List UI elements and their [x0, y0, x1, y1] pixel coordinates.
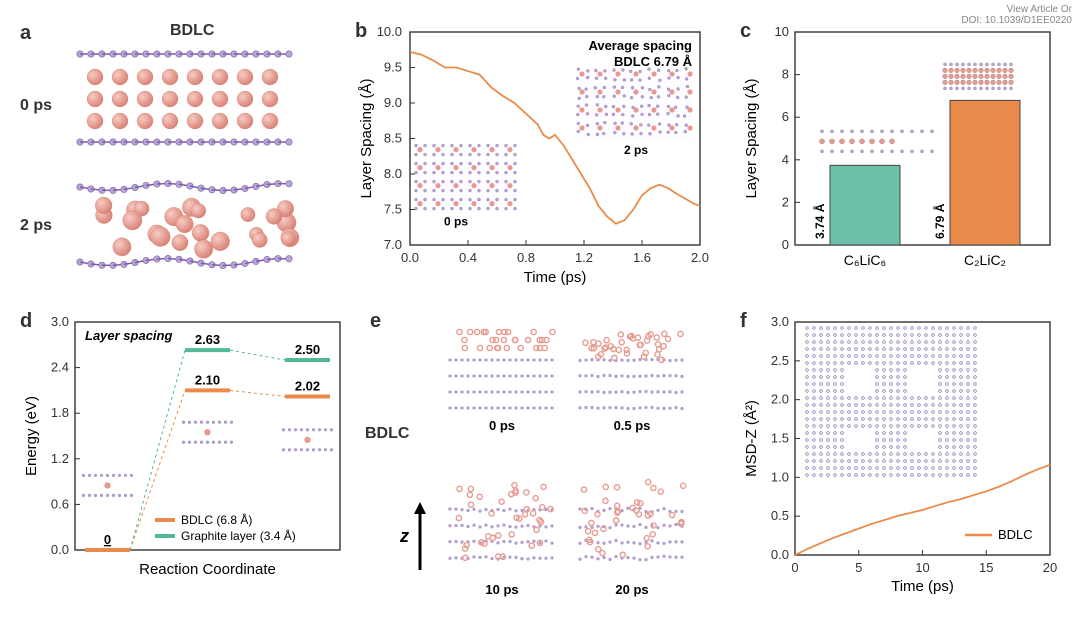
svg-text:6.79 Å: 6.79 Å — [932, 203, 947, 239]
svg-text:9.5: 9.5 — [384, 60, 402, 75]
svg-text:Layer Spacing (Å): Layer Spacing (Å) — [743, 78, 760, 198]
svg-text:3.74 Å: 3.74 Å — [812, 203, 827, 239]
svg-text:0.0: 0.0 — [771, 547, 789, 562]
svg-text:8.0: 8.0 — [384, 166, 402, 181]
svg-text:2.4: 2.4 — [51, 360, 69, 375]
svg-text:2.0: 2.0 — [771, 392, 789, 407]
panel-e-title: BDLC — [365, 425, 409, 443]
panel-c-label: c — [740, 20, 751, 43]
panel-d: d 0.0 0.6 1.2 1.8 2.4 3.0 Energy (eV) Reaction … — [20, 310, 350, 610]
svg-text:1.6: 1.6 — [633, 250, 651, 265]
svg-text:0.8: 0.8 — [517, 250, 535, 265]
svg-text:C₂LiC₂: C₂LiC₂ — [964, 252, 1006, 268]
svg-text:0: 0 — [782, 237, 789, 252]
svg-text:3.0: 3.0 — [51, 314, 69, 329]
panel-f-svg: 0 5 10 15 20 0.0 0.5 1.0 1.5 2.0 2.5 3.0 Time (ps) MS… — [740, 310, 1060, 600]
svg-text:9.0: 9.0 — [384, 95, 402, 110]
panel-f: f 0 5 10 15 20 0.0 0.5 1.0 1.5 2.0 2.5 3.0 Time (ps)… — [740, 310, 1060, 600]
svg-text:Graphite layer (3.4 Å): Graphite layer (3.4 Å) — [181, 528, 296, 543]
panel-d-svg: 0.0 0.6 1.2 1.8 2.4 3.0 Energy (eV) Reaction Co… — [20, 310, 350, 595]
svg-text:2: 2 — [782, 194, 789, 209]
svg-text:15: 15 — [979, 560, 993, 575]
svg-text:1.0: 1.0 — [771, 469, 789, 484]
svg-text:Time (ps): Time (ps) — [524, 269, 587, 285]
svg-text:5: 5 — [855, 560, 862, 575]
svg-text:0.5: 0.5 — [771, 508, 789, 523]
svg-text:10: 10 — [775, 24, 789, 39]
panel-a-svg — [20, 22, 320, 282]
svg-text:C₆LiC₆: C₆LiC₆ — [844, 252, 886, 268]
svg-text:4: 4 — [782, 152, 789, 167]
svg-text:6: 6 — [782, 109, 789, 124]
panel-a-title: BDLC — [170, 22, 214, 40]
svg-text:BDLC (6.8 Å): BDLC (6.8 Å) — [181, 512, 252, 527]
panel-e-label: e — [370, 310, 381, 333]
svg-text:2.0: 2.0 — [691, 250, 709, 265]
svg-text:1.5: 1.5 — [771, 431, 789, 446]
svg-text:0 ps: 0 ps — [444, 215, 468, 229]
panel-c-svg: 0 2 4 6 8 10 Layer Spacing (Å) C₆LiC₆ C₂LiC₂ 3.74… — [740, 20, 1060, 285]
svg-text:1.2: 1.2 — [51, 451, 69, 466]
svg-text:2 ps: 2 ps — [624, 143, 648, 157]
svg-text:0: 0 — [104, 532, 111, 547]
panel-a-t1: 2 ps — [20, 217, 52, 235]
svg-text:2.02: 2.02 — [295, 378, 320, 393]
panel-a-label: a — [20, 22, 31, 45]
svg-text:3.0: 3.0 — [771, 314, 789, 329]
svg-text:Layer Spacing (Å): Layer Spacing (Å) — [358, 78, 375, 198]
svg-text:8: 8 — [782, 67, 789, 82]
panel-d-label: d — [20, 310, 32, 333]
svg-text:Energy (eV): Energy (eV) — [23, 396, 40, 476]
svg-text:BDLC: BDLC — [998, 527, 1033, 542]
panel-a: a BDLC 0 ps 2 ps — [20, 22, 320, 282]
svg-text:0.0: 0.0 — [51, 542, 69, 557]
svg-text:0: 0 — [791, 560, 798, 575]
svg-text:2.63: 2.63 — [195, 332, 220, 347]
svg-text:20: 20 — [1043, 560, 1057, 575]
svg-text:2.10: 2.10 — [195, 372, 220, 387]
panel-b-label: b — [355, 20, 367, 43]
svg-text:0.5 ps: 0.5 ps — [614, 418, 651, 433]
svg-text:10.0: 10.0 — [377, 24, 402, 39]
panel-b: b 0.0 0.4 0.8 1.2 1.6 2.0 7.0 7.5 8.0 8.5 9.0 9.5 10… — [355, 20, 710, 285]
svg-text:8.5: 8.5 — [384, 131, 402, 146]
svg-text:1.8: 1.8 — [51, 405, 69, 420]
svg-text:0.0: 0.0 — [401, 250, 419, 265]
svg-text:7.0: 7.0 — [384, 237, 402, 252]
svg-text:2.5: 2.5 — [771, 353, 789, 368]
svg-text:MSD-Z (Å²): MSD-Z (Å²) — [743, 400, 760, 477]
svg-text:Layer spacing: Layer spacing — [85, 328, 172, 343]
panel-c: c 0 2 4 6 8 10 Layer Spacing (Å) C₆LiC₆ C₂LiC₂ 3.… — [740, 20, 1060, 285]
svg-text:2.50: 2.50 — [295, 342, 320, 357]
svg-text:Average spacing: Average spacing — [588, 38, 692, 53]
panel-e: e BDLC 0 ps0.5 ps10 ps20 psz — [370, 310, 710, 620]
panel-f-label: f — [740, 310, 747, 333]
svg-text:Time (ps): Time (ps) — [891, 578, 954, 595]
svg-text:BDLC 6.79 Å: BDLC 6.79 Å — [614, 54, 693, 69]
panel-b-svg: 0.0 0.4 0.8 1.2 1.6 2.0 7.0 7.5 8.0 8.5 9.0 9.5 10.0… — [355, 20, 710, 285]
svg-text:7.5: 7.5 — [384, 202, 402, 217]
svg-text:10 ps: 10 ps — [485, 582, 518, 597]
view-article-text: View Article Or — [961, 4, 1072, 15]
svg-text:0.4: 0.4 — [459, 250, 477, 265]
svg-text:0.6: 0.6 — [51, 496, 69, 511]
svg-text:0 ps: 0 ps — [489, 418, 515, 433]
svg-text:1.2: 1.2 — [575, 250, 593, 265]
panel-e-svg: 0 ps 0.5 ps 10 ps 20 ps z — [370, 310, 710, 620]
svg-text:Reaction Coordinate: Reaction Coordinate — [139, 561, 276, 578]
svg-text:10: 10 — [915, 560, 929, 575]
svg-text:20 ps: 20 ps — [615, 582, 648, 597]
panel-a-t0: 0 ps — [20, 97, 52, 115]
svg-text:z: z — [399, 526, 409, 546]
